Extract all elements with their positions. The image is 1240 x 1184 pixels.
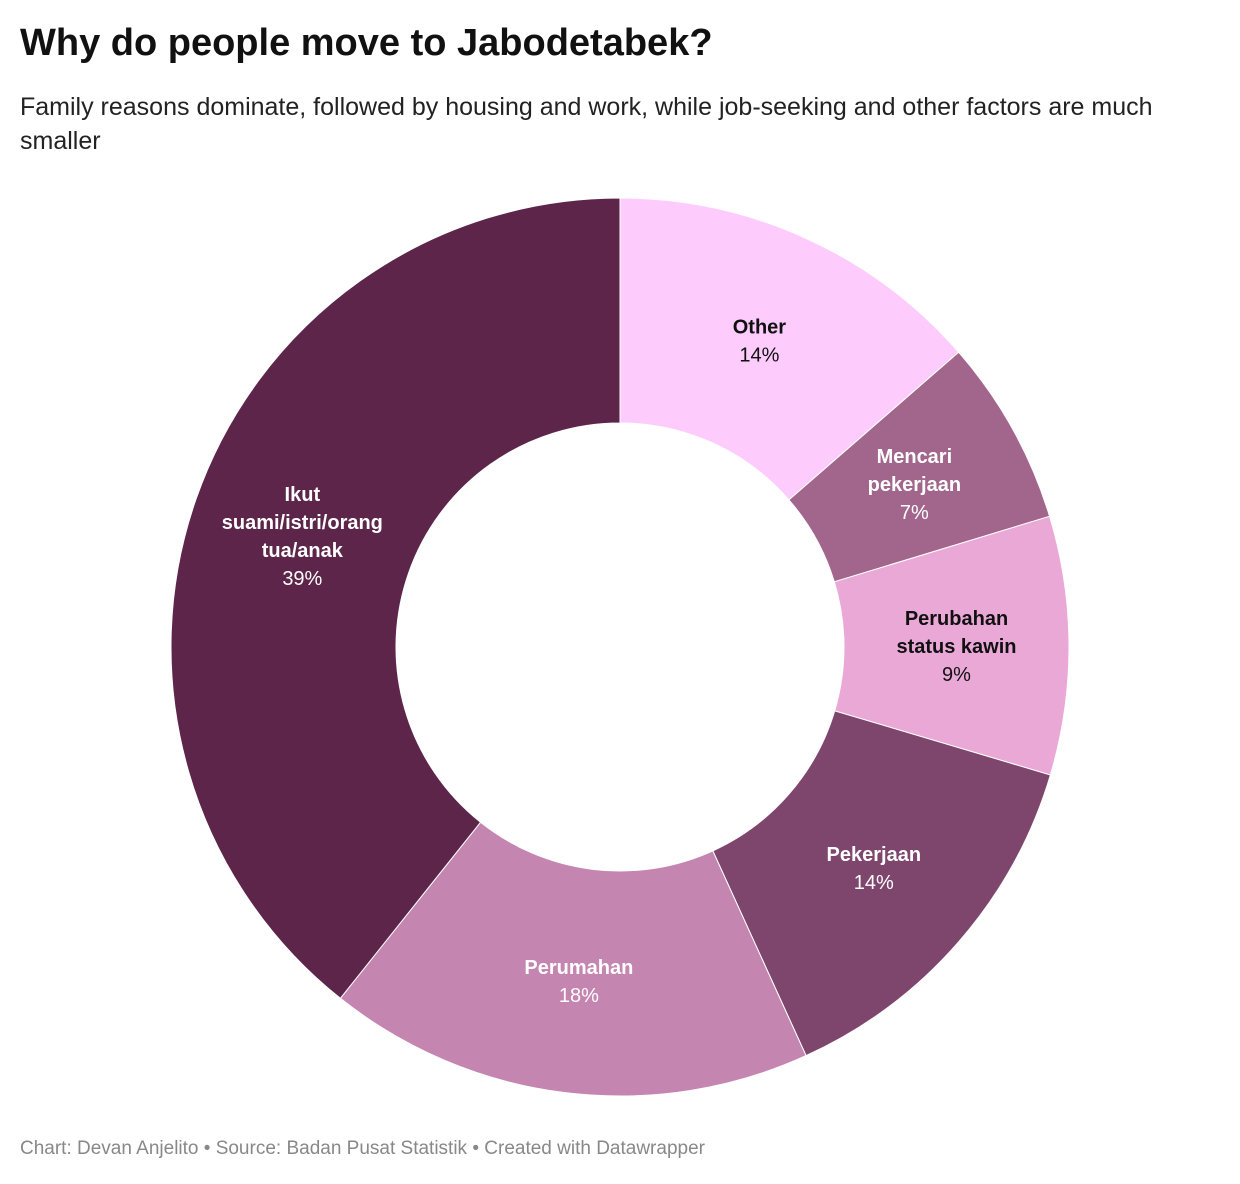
slice-name: tua/anak [262, 540, 344, 562]
donut-slice [170, 197, 621, 999]
slice-label: Perumahan 18% [524, 957, 633, 1007]
slice-name: Mencari [877, 446, 953, 468]
slice-label: Perubahan status kawin 9% [896, 608, 1016, 686]
slice-name: Pekerjaan [827, 844, 922, 866]
slice-name: Perumahan [524, 957, 633, 979]
slice-name: status kawin [896, 636, 1016, 658]
slice-value-label: 18% [559, 985, 599, 1007]
donut-slice [619, 197, 960, 501]
slice-value-label: 7% [900, 502, 929, 524]
donut-slice [712, 710, 1052, 1057]
slice-value-label: 39% [282, 568, 322, 590]
chart-subtitle: Family reasons dominate, followed by hou… [20, 93, 1153, 155]
donut-slice [339, 821, 807, 1097]
chart-title: Why do people move to Jabodetabek? [20, 22, 713, 64]
slice-value-label: 14% [739, 345, 779, 367]
slice-name: Ikut [285, 484, 321, 506]
slice-value-label: 14% [854, 872, 894, 894]
slice-name: Other [733, 317, 787, 339]
slice-name: Perubahan [905, 608, 1008, 630]
slice-label: Ikut suami/istri/orang tua/anak 39% [222, 484, 383, 590]
slice-name: pekerjaan [868, 474, 961, 496]
slice-label: Other 14% [733, 317, 787, 367]
slice-label: Mencari pekerjaan 7% [868, 446, 961, 524]
slice-value-label: 9% [942, 664, 971, 686]
slice-label: Pekerjaan 14% [827, 844, 922, 894]
slice-name: suami/istri/orang [222, 512, 383, 534]
footer-credit: Chart: Devan Anjelito • Source: Badan Pu… [20, 1138, 705, 1159]
